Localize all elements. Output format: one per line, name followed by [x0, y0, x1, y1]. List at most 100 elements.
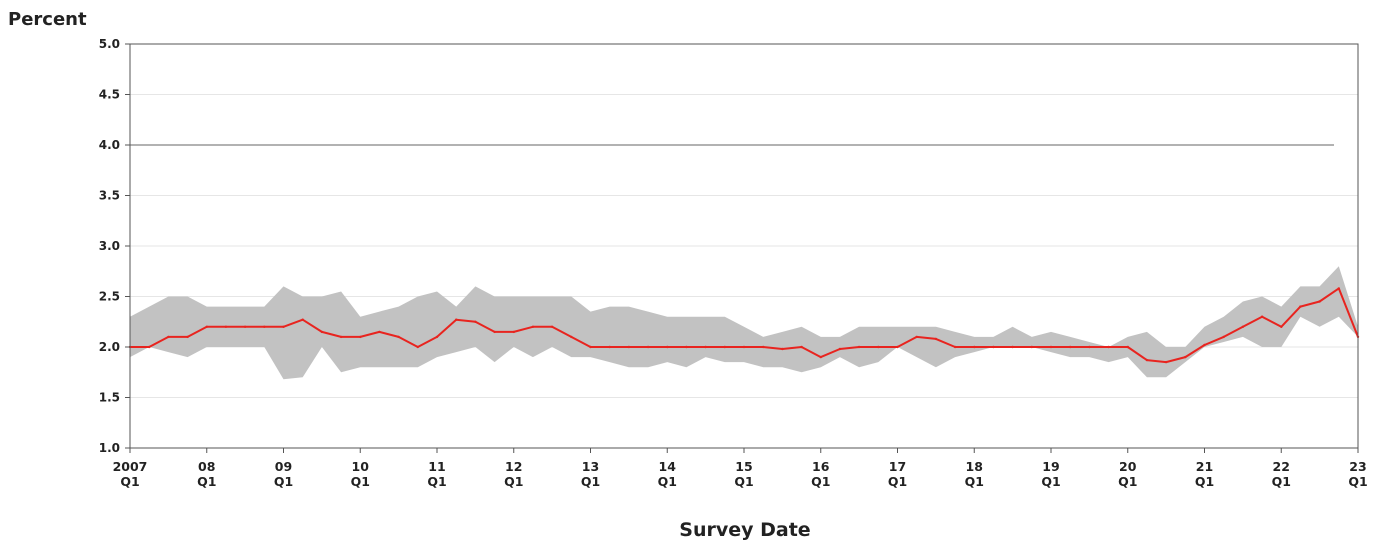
- median-point: [704, 345, 707, 349]
- median-point: [493, 330, 496, 334]
- median-point: [800, 345, 803, 349]
- median-point: [646, 345, 650, 349]
- x-tick-label-quarter: Q1: [1195, 474, 1214, 489]
- median-point: [550, 325, 554, 328]
- median-point: [973, 345, 976, 349]
- x-tick-label-quarter: Q1: [504, 474, 523, 489]
- median-point: [1318, 300, 1321, 303]
- median-point: [1203, 343, 1206, 347]
- x-tick-label-quarter: Q1: [1118, 474, 1137, 489]
- x-tick-label-year: 13: [582, 459, 599, 474]
- median-point: [934, 337, 938, 341]
- x-tick-label-year: 08: [198, 459, 215, 474]
- range-band: [130, 266, 1358, 380]
- median-point: [896, 345, 899, 349]
- median-point: [1049, 345, 1053, 349]
- x-tick-label-year: 17: [889, 459, 906, 474]
- median-point: [1164, 360, 1168, 364]
- y-tick-label: 3.0: [99, 239, 120, 253]
- median-point: [1011, 345, 1014, 349]
- median-point: [474, 320, 477, 323]
- x-tick-label-year: 20: [1119, 459, 1137, 474]
- y-tick-label: 2.5: [99, 290, 120, 304]
- median-point: [1126, 345, 1130, 349]
- y-axis-label: Percent: [8, 9, 87, 30]
- median-point: [992, 345, 995, 349]
- median-point: [224, 325, 228, 328]
- median-point: [589, 345, 592, 349]
- median-point: [1184, 355, 1187, 359]
- median-point: [512, 330, 515, 334]
- x-axis-ticks: 2007Q108Q109Q110Q111Q112Q113Q114Q115Q116…: [113, 448, 1368, 489]
- x-tick-label-year: 21: [1196, 459, 1213, 474]
- x-axis-label: Survey Date: [679, 519, 810, 541]
- median-point: [1222, 335, 1225, 339]
- median-point: [1299, 305, 1302, 308]
- y-tick-label: 4.0: [99, 138, 120, 152]
- median-point: [320, 330, 324, 334]
- x-tick-label-year: 11: [428, 459, 445, 474]
- x-tick-label-quarter: Q1: [888, 474, 907, 489]
- median-point: [263, 325, 266, 328]
- median-point: [877, 345, 880, 349]
- median-point: [186, 335, 189, 339]
- median-point: [781, 347, 784, 351]
- x-tick-label-quarter: Q1: [811, 474, 830, 489]
- median-point: [819, 355, 822, 359]
- x-tick-label-quarter: Q1: [658, 474, 677, 489]
- x-tick-label-year: 18: [966, 459, 983, 474]
- median-points: [128, 287, 1360, 364]
- median-point: [1241, 325, 1245, 328]
- x-tick-label-year: 09: [275, 459, 292, 474]
- x-tick-label-year: 22: [1273, 459, 1290, 474]
- x-tick-label-year: 12: [505, 459, 522, 474]
- x-tick-label-quarter: Q1: [1348, 474, 1367, 489]
- median-point: [742, 345, 746, 349]
- median-point: [1280, 325, 1283, 328]
- median-point: [1107, 345, 1110, 349]
- y-tick-label: 3.5: [99, 189, 120, 203]
- median-point: [685, 345, 688, 349]
- x-tick-label-quarter: Q1: [197, 474, 216, 489]
- median-point: [1069, 345, 1072, 349]
- median-point: [205, 325, 208, 328]
- y-tick-label: 2.0: [99, 340, 120, 354]
- median-point: [455, 318, 458, 321]
- median-point: [570, 335, 573, 339]
- median-point: [359, 335, 362, 339]
- median-point: [378, 330, 381, 334]
- median-point: [148, 345, 151, 349]
- median-point: [953, 345, 957, 349]
- x-tick-label-year: 23: [1349, 459, 1366, 474]
- median-point: [243, 325, 247, 328]
- median-point: [339, 335, 343, 339]
- y-axis-ticks: 1.0 1.5 2.0 2.5 3.0 3.5 4.0 4.5 5.0: [99, 37, 130, 455]
- median-point: [301, 318, 304, 321]
- median-point: [531, 325, 535, 328]
- median-point: [282, 325, 285, 328]
- x-tick-label-quarter: Q1: [120, 474, 139, 489]
- x-tick-label-quarter: Q1: [581, 474, 600, 489]
- median-point: [915, 335, 918, 339]
- y-tick-label: 1.0: [99, 441, 120, 455]
- median-point: [608, 345, 611, 349]
- median-point: [416, 345, 419, 349]
- median-point: [1260, 315, 1264, 318]
- x-tick-label-year: 10: [352, 459, 370, 474]
- x-tick-label-quarter: Q1: [965, 474, 984, 489]
- x-tick-label-quarter: Q1: [1041, 474, 1060, 489]
- median-point: [723, 345, 726, 349]
- median-point: [627, 345, 631, 349]
- median-point: [1145, 358, 1149, 362]
- y-tick-label: 4.5: [99, 88, 120, 102]
- x-tick-label-quarter: Q1: [427, 474, 446, 489]
- x-tick-label-year: 2007: [113, 459, 148, 474]
- median-point: [397, 335, 400, 339]
- y-tick-label: 5.0: [99, 37, 120, 51]
- x-tick-label-quarter: Q1: [1272, 474, 1291, 489]
- median-point: [857, 345, 861, 349]
- median-point: [167, 335, 170, 339]
- x-tick-label-year: 16: [812, 459, 830, 474]
- x-tick-label-quarter: Q1: [351, 474, 370, 489]
